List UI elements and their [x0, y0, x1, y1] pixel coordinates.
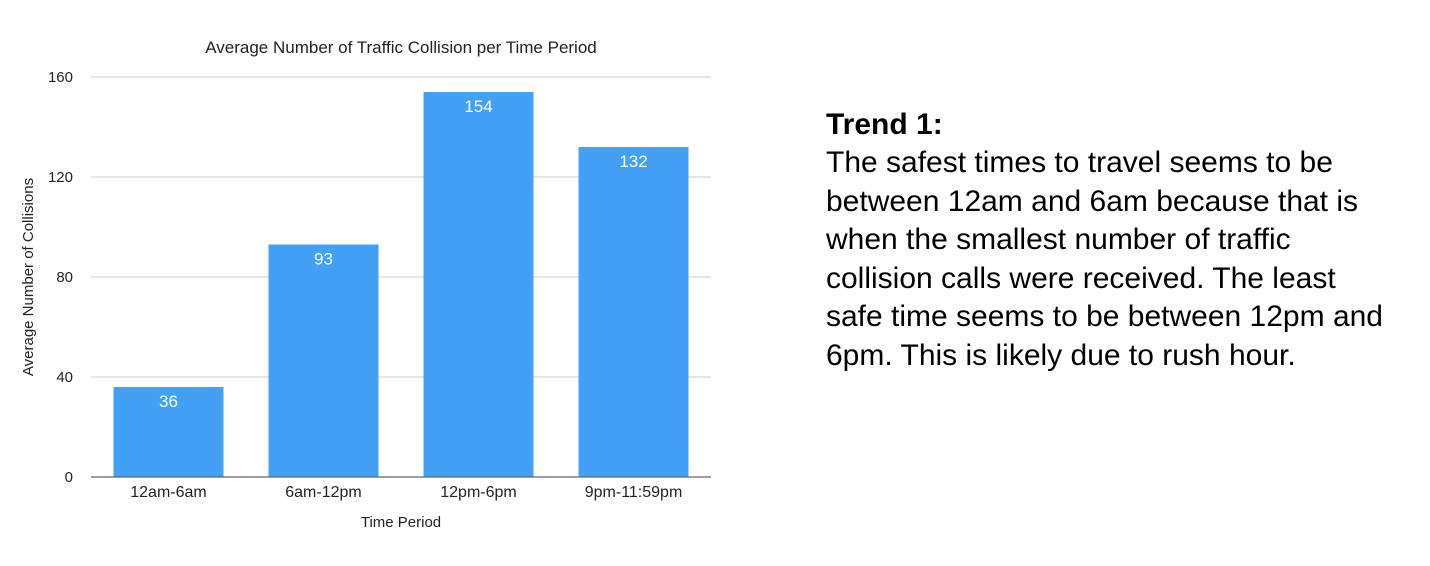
chart-title: Average Number of Traffic Collision per … [205, 38, 597, 57]
bars [113, 92, 689, 477]
y-tick-label: 0 [65, 469, 73, 486]
data-labels: 36 93 154 132 [159, 97, 648, 411]
x-axis-categories: 12am-6am 6am-12pm 12pm-6pm 9pm-11:59pm [130, 484, 682, 501]
y-tick-label: 160 [48, 69, 73, 86]
bar [268, 244, 379, 477]
x-category-label: 12pm-6pm [440, 484, 516, 501]
bar-data-label: 132 [619, 152, 647, 171]
y-tick-label: 120 [48, 169, 73, 186]
trend-panel: Trend 1: The safest times to travel seem… [826, 106, 1396, 375]
x-category-label: 9pm-11:59pm [585, 484, 683, 501]
y-axis-title: Average Number of Collisions [20, 178, 37, 376]
bar-data-label: 36 [159, 392, 178, 411]
trend-heading: Trend 1: [826, 108, 943, 141]
bar-data-label: 93 [314, 250, 333, 269]
chart-canvas: Average Number of Traffic Collision per … [20, 38, 711, 531]
bar-data-label: 154 [464, 97, 492, 116]
x-category-label: 6am-12pm [285, 484, 361, 501]
y-tick-label: 40 [56, 369, 73, 386]
trend-body: The safest times to travel seems to be b… [826, 146, 1383, 372]
bar [578, 147, 689, 477]
y-axis-ticks: 0 40 80 120 160 [48, 69, 73, 486]
bar [113, 387, 224, 477]
x-category-label: 12am-6am [130, 484, 206, 501]
x-axis-title: Time Period [361, 514, 441, 531]
y-tick-label: 80 [56, 269, 73, 286]
bar [423, 92, 534, 477]
bar-chart: Average Number of Traffic Collision per … [20, 38, 711, 531]
